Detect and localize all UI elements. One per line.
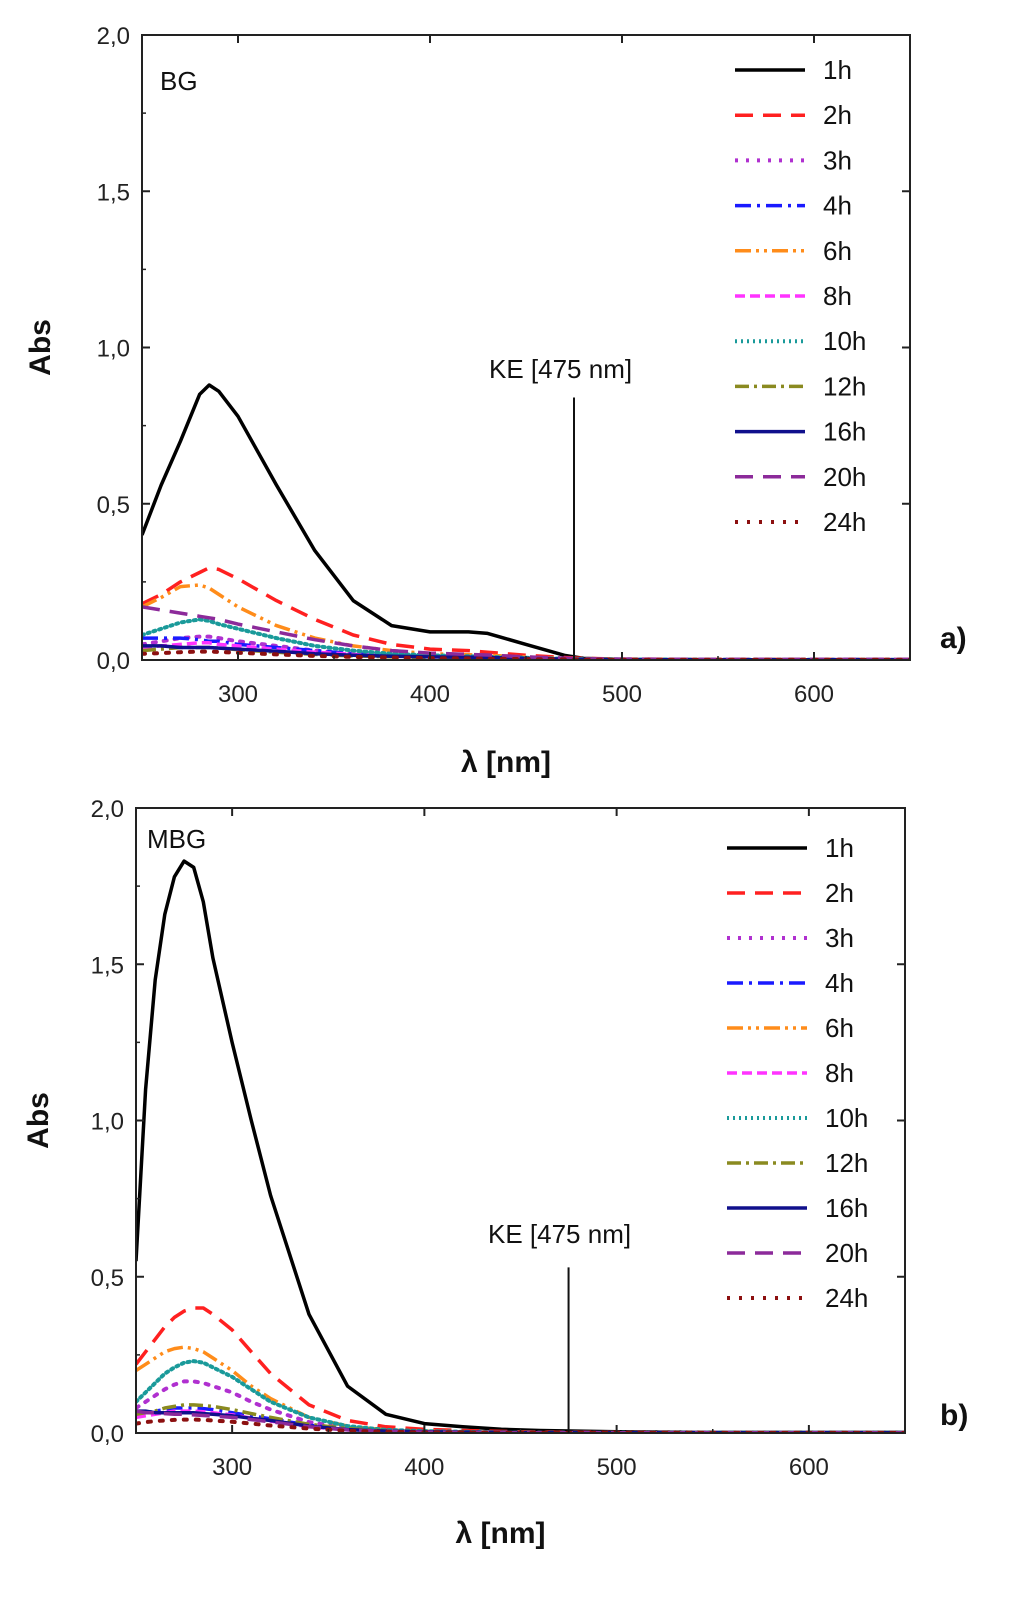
legend-label-4h: 4h xyxy=(825,968,854,998)
legend-label-3h: 3h xyxy=(823,145,852,175)
series-line-24h xyxy=(136,1417,905,1433)
x-tick-label: 600 xyxy=(789,1454,829,1481)
y-axis-title: Abs xyxy=(24,319,57,376)
sample-label: MBG xyxy=(147,824,206,854)
ke-annotation: KE [475 nm] xyxy=(489,354,632,384)
x-tick-label: 400 xyxy=(410,681,450,708)
legend-label-24h: 24h xyxy=(823,507,866,537)
x-tick-label: 300 xyxy=(212,1454,252,1481)
x-tick-label: 500 xyxy=(602,681,642,708)
y-tick-label: 0,5 xyxy=(91,1265,124,1292)
legend-label-4h: 4h xyxy=(823,191,852,221)
legend-label-6h: 6h xyxy=(825,1013,854,1043)
y-axis-title: Abs xyxy=(22,1092,55,1149)
series-line-2h xyxy=(136,1306,905,1433)
legend-label-20h: 20h xyxy=(823,462,866,492)
x-tick-label: 300 xyxy=(218,681,258,708)
x-tick-label: 600 xyxy=(794,681,834,708)
x-axis-title: λ [nm] xyxy=(456,1517,546,1550)
y-tick-label: 0,0 xyxy=(97,648,130,675)
y-tick-label: 1,5 xyxy=(91,952,124,979)
panel-label: a) xyxy=(940,622,967,655)
legend-label-1h: 1h xyxy=(825,833,854,863)
y-tick-label: 0,0 xyxy=(91,1421,124,1448)
legend: 1h 2h 3h 4h 6h 8h 10h 12h 16h 20h 24h xyxy=(727,833,868,1313)
legend-label-8h: 8h xyxy=(825,1058,854,1088)
panel-label: b) xyxy=(940,1399,968,1432)
y-tick-label: 1,0 xyxy=(91,1109,124,1136)
legend-label-10h: 10h xyxy=(823,326,866,356)
chart-panel-a: 300 400 500 600 0,0 0,5 1,0 1,5 2,0 λ [nm] Abs BG a)… xyxy=(24,23,967,779)
x-tick-label: 400 xyxy=(404,1454,444,1481)
legend-label-2h: 2h xyxy=(825,878,854,908)
y-tick-label: 1,0 xyxy=(97,336,130,363)
y-tick-label: 0,5 xyxy=(97,492,130,519)
legend-label-3h: 3h xyxy=(825,923,854,953)
ke-annotation: KE [475 nm] xyxy=(488,1219,631,1249)
x-tick-label: 500 xyxy=(597,1454,637,1481)
legend-label-16h: 16h xyxy=(825,1193,868,1223)
y-tick-label: 2,0 xyxy=(97,23,130,50)
legend-label-24h: 24h xyxy=(825,1283,868,1313)
legend-label-6h: 6h xyxy=(823,236,852,266)
series-line-20h xyxy=(142,605,910,660)
y-tick-label: 1,5 xyxy=(97,179,130,206)
legend-label-16h: 16h xyxy=(823,417,866,447)
legend-label-20h: 20h xyxy=(825,1238,868,1268)
x-axis-title: λ [nm] xyxy=(461,746,551,779)
legend: 1h 2h 3h 4h 6h 8h 10h 12h 16h 20h 24h xyxy=(735,55,866,537)
chart-panel-b: 300 400 500 600 0,0 0,5 1,0 1,5 2,0 λ [nm] Abs MBG b… xyxy=(22,796,968,1550)
y-tick-label: 2,0 xyxy=(91,796,124,823)
legend-label-10h: 10h xyxy=(825,1103,868,1133)
legend-label-8h: 8h xyxy=(823,281,852,311)
legend-label-1h: 1h xyxy=(823,55,852,85)
legend-label-12h: 12h xyxy=(825,1148,868,1178)
legend-label-12h: 12h xyxy=(823,371,866,401)
legend-label-2h: 2h xyxy=(823,100,852,130)
sample-label: BG xyxy=(160,66,198,96)
